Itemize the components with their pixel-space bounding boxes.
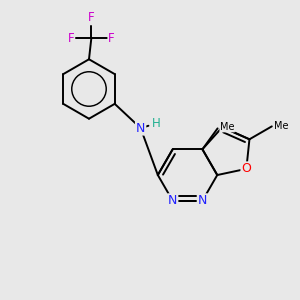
- Text: F: F: [88, 11, 95, 24]
- Text: O: O: [242, 162, 251, 175]
- Text: N: N: [168, 194, 177, 207]
- Text: F: F: [108, 32, 115, 45]
- Text: N: N: [136, 122, 145, 135]
- Text: H: H: [152, 117, 161, 130]
- Text: N: N: [198, 194, 207, 207]
- Text: F: F: [68, 32, 74, 45]
- Text: Me: Me: [220, 122, 234, 132]
- Text: Me: Me: [274, 122, 289, 131]
